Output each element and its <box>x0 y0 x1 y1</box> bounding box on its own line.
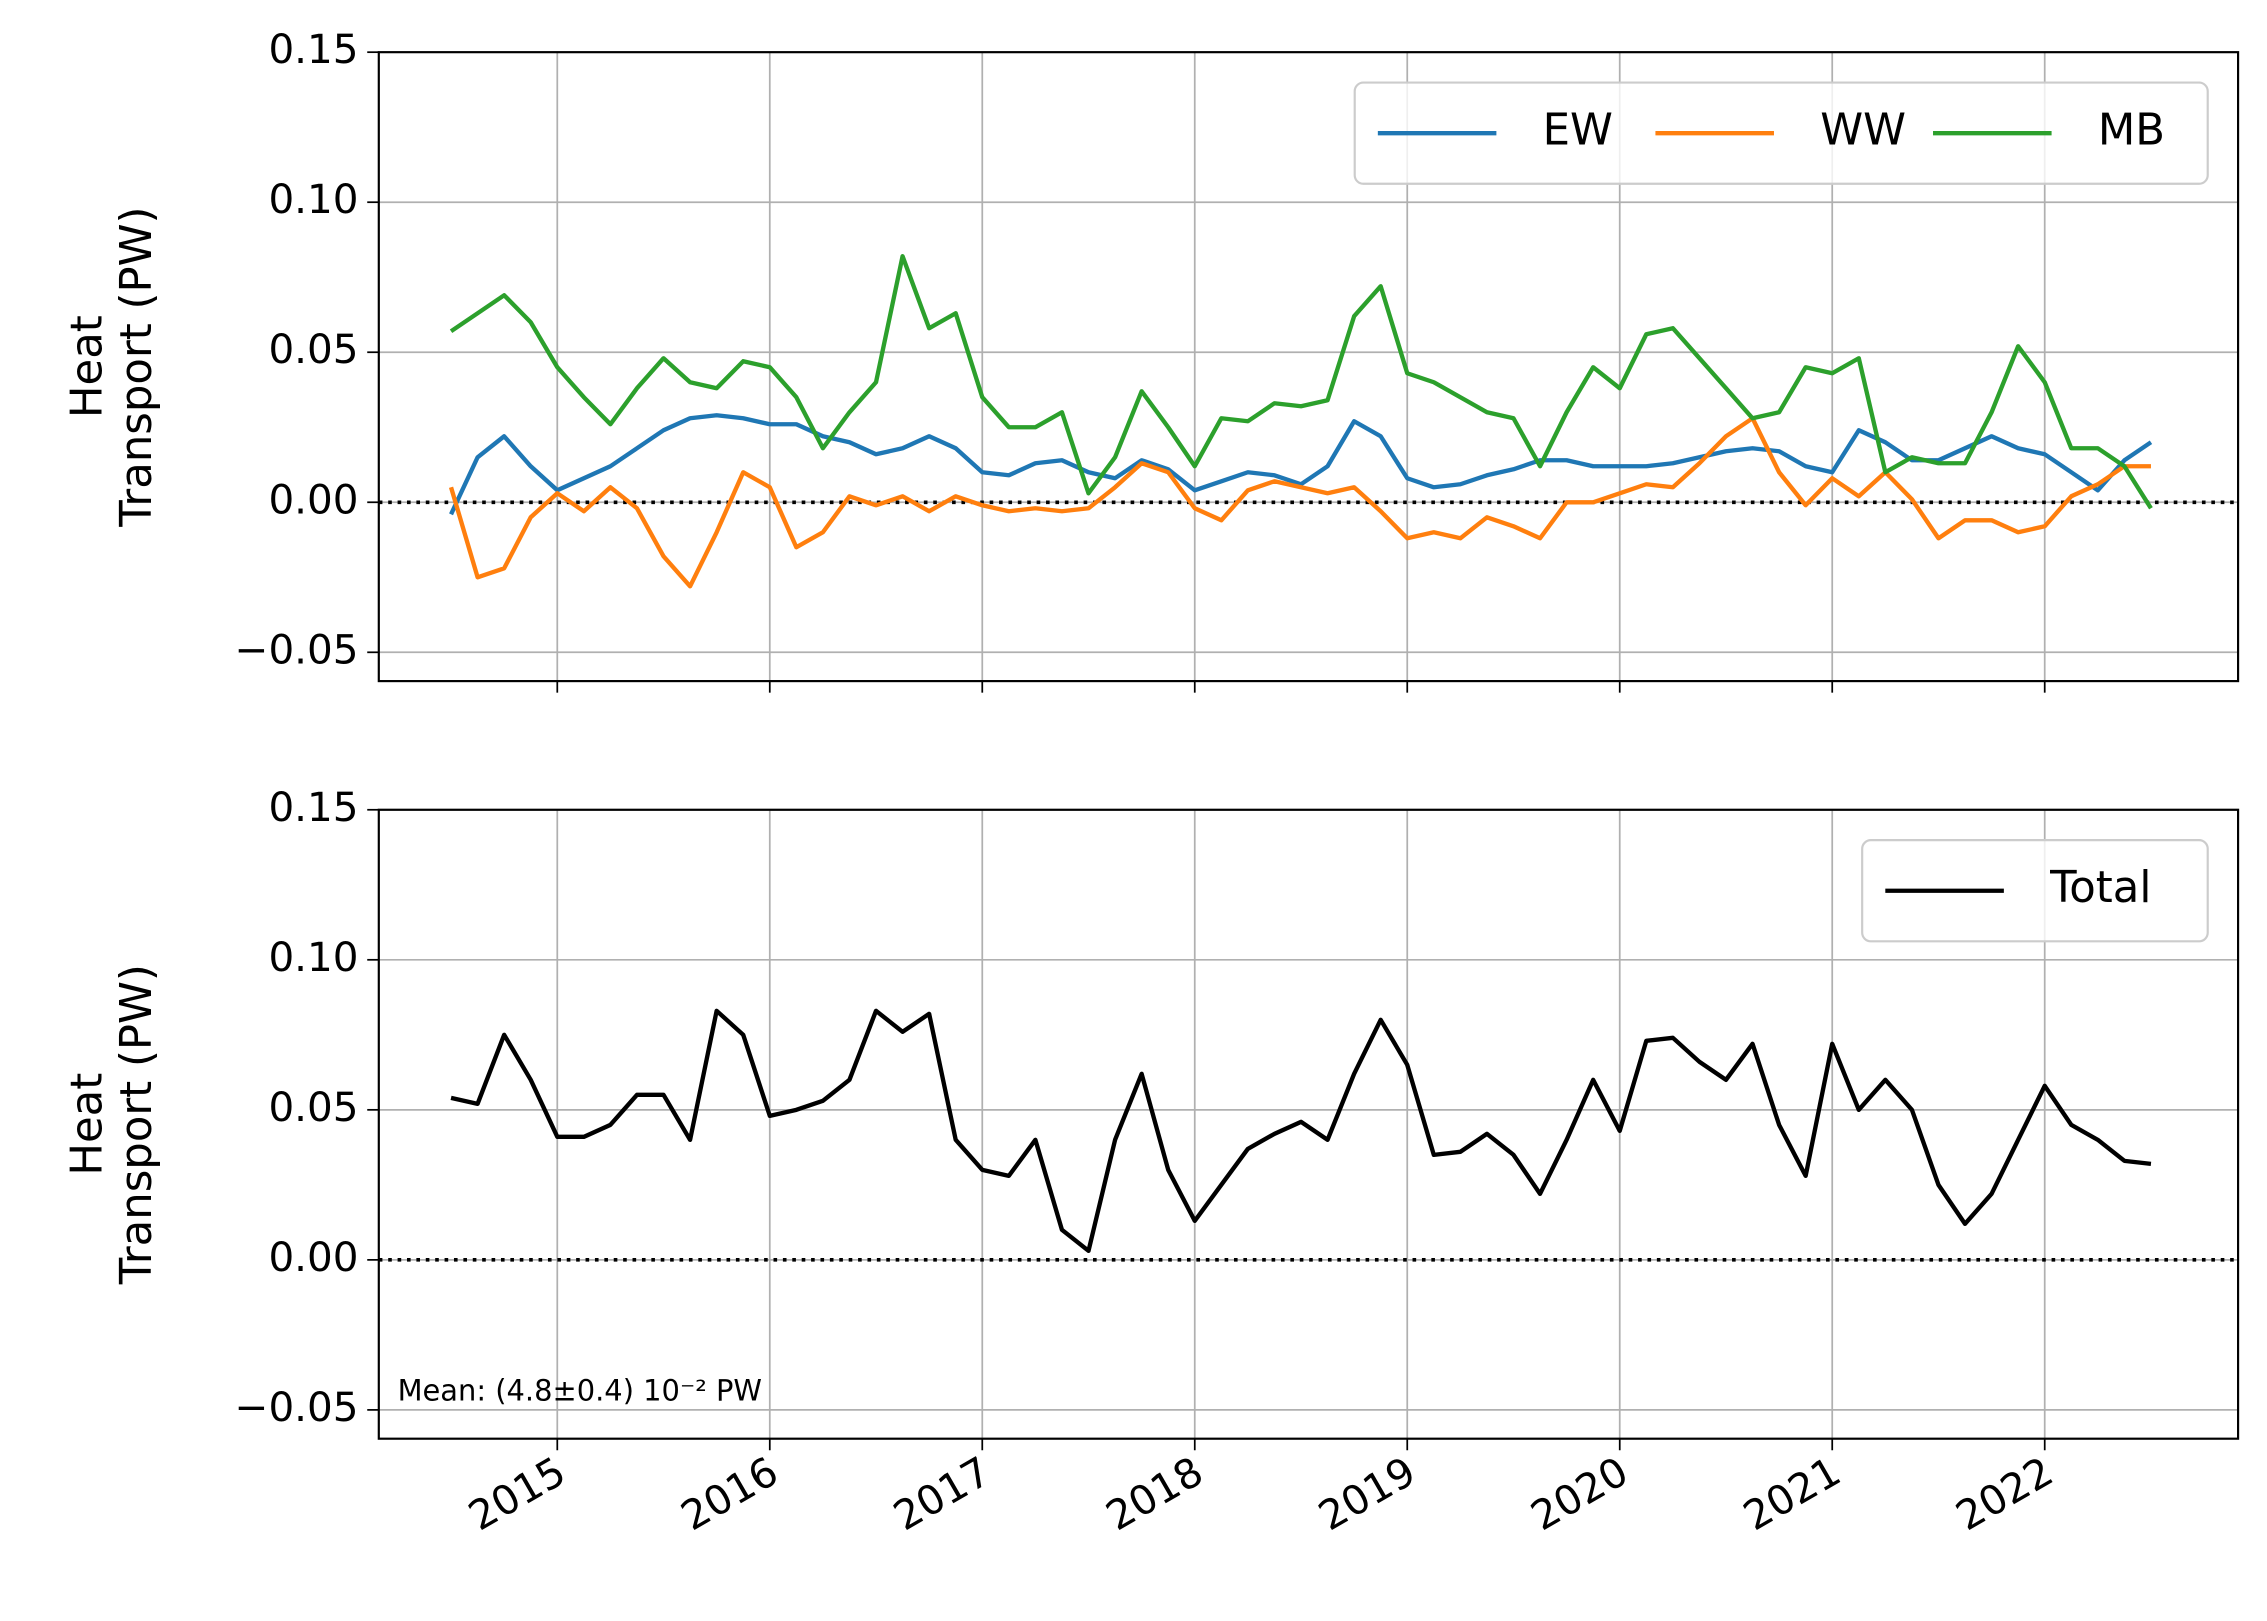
y-tick-label: −0.05 <box>235 625 359 673</box>
y-tick-label: 0.05 <box>268 1083 358 1131</box>
x-tick-label: 2021 <box>1735 1447 1848 1540</box>
y-tick-label: 0.05 <box>268 325 358 373</box>
y-tick-label: 0.15 <box>268 25 358 73</box>
y-axis-label: HeatTransport (PW) <box>62 207 161 528</box>
y-tick-label: 0.00 <box>268 1233 358 1281</box>
series-line <box>448 416 2151 589</box>
legend-box <box>1353 81 2209 185</box>
plot-frame <box>377 808 2240 1440</box>
y-axis-label-line: Heat <box>62 1073 112 1176</box>
y-tick-label: 0.10 <box>268 933 358 981</box>
y-axis-label-line: Transport (PW) <box>111 207 161 528</box>
y-tick-label: −0.05 <box>235 1383 359 1431</box>
x-tick-label: 2018 <box>1098 1447 1211 1540</box>
y-axis-label-line: Heat <box>62 315 112 418</box>
legend-label: WW <box>1820 106 1906 156</box>
y-axis-label-line: Transport (PW) <box>111 964 161 1285</box>
series-line <box>449 254 2153 510</box>
x-tick-label: 2019 <box>1310 1447 1423 1540</box>
y-tick-label: 0.15 <box>268 783 358 831</box>
series-line <box>450 1008 2152 1254</box>
y-tick-label: 0.00 <box>268 475 358 523</box>
y-axis-label: HeatTransport (PW) <box>62 964 161 1285</box>
x-tick-label: 2016 <box>673 1447 786 1540</box>
legend-label: EW <box>1543 106 1613 156</box>
x-tick-label: 2022 <box>1948 1447 2061 1540</box>
y-tick-label: 0.10 <box>268 175 358 223</box>
series-line <box>449 413 2153 516</box>
annotation: Mean: (4.8±0.4) 10⁻² PW <box>398 1373 762 1407</box>
legend-label: Total <box>2049 863 2151 913</box>
x-tick-label: 2020 <box>1523 1447 1636 1540</box>
legend-label: MB <box>2098 106 2165 156</box>
x-tick-label: 2017 <box>885 1447 998 1540</box>
x-tick-label: 2015 <box>460 1447 573 1540</box>
plot-frame <box>377 51 2240 683</box>
legend-box <box>1861 839 2209 943</box>
